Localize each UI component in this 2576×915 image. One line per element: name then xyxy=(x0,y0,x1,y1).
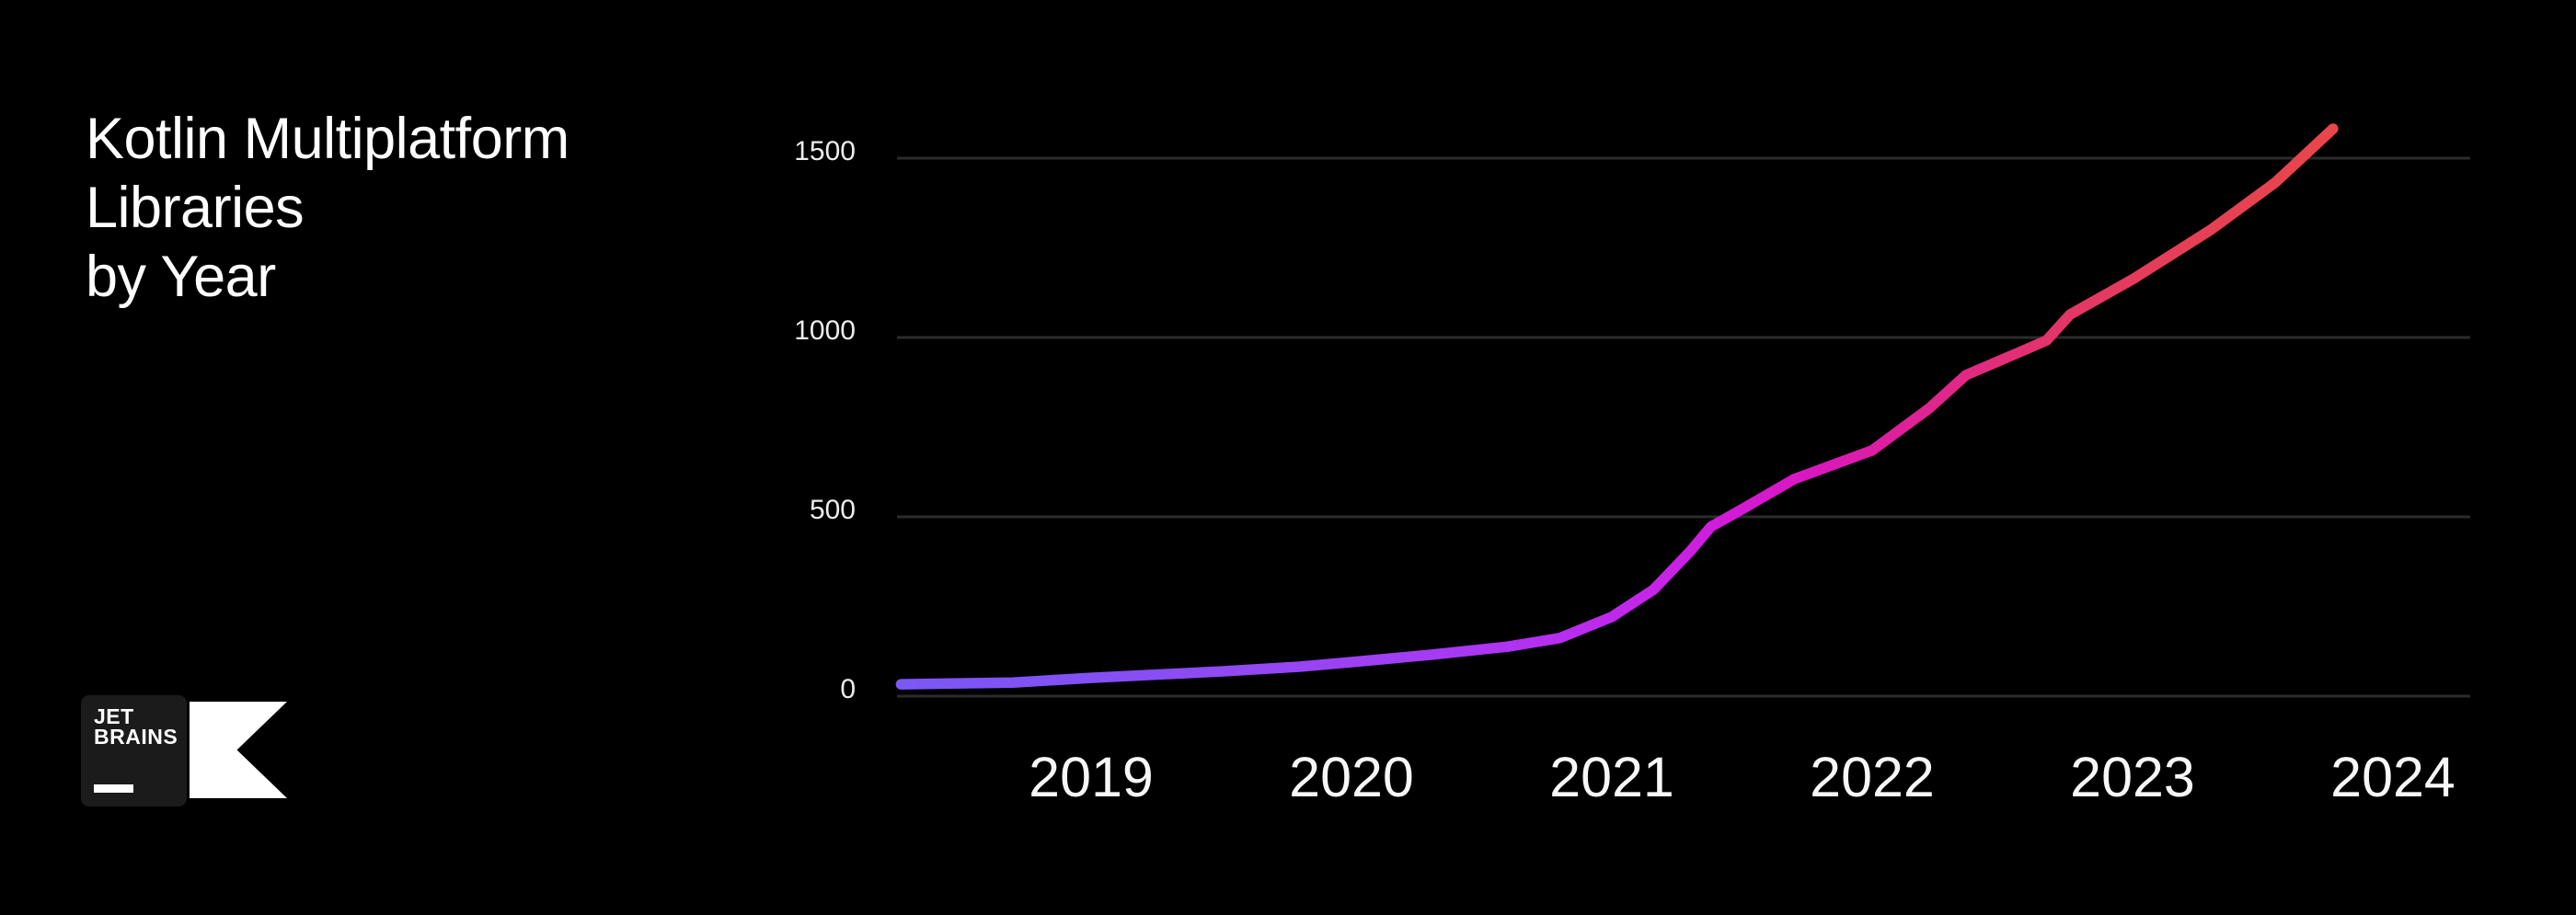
y-axis-tick-label: 500 xyxy=(810,495,856,525)
kotlin-k-flag-shape xyxy=(190,702,287,798)
x-axis-tick-labels: 2019 2020 2021 2022 2023 2024 xyxy=(1029,746,2455,808)
x-axis-tick-label: 2020 xyxy=(1289,746,1414,808)
trend-line xyxy=(895,123,2339,690)
x-axis-tick-label: 2024 xyxy=(2330,746,2455,808)
jetbrains-logo: JET BRAINS xyxy=(81,695,187,806)
x-axis-tick-label: 2021 xyxy=(1549,746,1674,808)
x-axis-tick-label: 2022 xyxy=(1810,746,1935,808)
page-title: Kotlin Multiplatform Libraries by Year xyxy=(86,105,569,312)
jetbrains-logo-word-brains: BRAINS xyxy=(94,725,178,749)
y-axis-tick-label: 1500 xyxy=(794,136,856,166)
jetbrains-kotlin-logo: JET BRAINS xyxy=(81,695,289,806)
y-axis-tick-label: 1000 xyxy=(794,315,856,346)
kotlin-logo-icon xyxy=(190,702,287,798)
jetbrains-logo-underscore xyxy=(94,784,133,793)
gridlines xyxy=(897,156,2470,698)
jetbrains-logo-word-jet: JET xyxy=(94,704,134,728)
x-axis-tick-label: 2019 xyxy=(1029,746,1154,808)
title-line-2: Libraries xyxy=(86,176,305,240)
x-axis-tick-label: 2023 xyxy=(2070,746,2195,808)
title-line-1: Kotlin Multiplatform xyxy=(86,107,569,171)
y-axis-tick-labels: 0 500 1000 1500 xyxy=(794,136,856,704)
title-line-3: by Year xyxy=(86,245,276,309)
y-axis-tick-label: 0 xyxy=(840,674,856,704)
